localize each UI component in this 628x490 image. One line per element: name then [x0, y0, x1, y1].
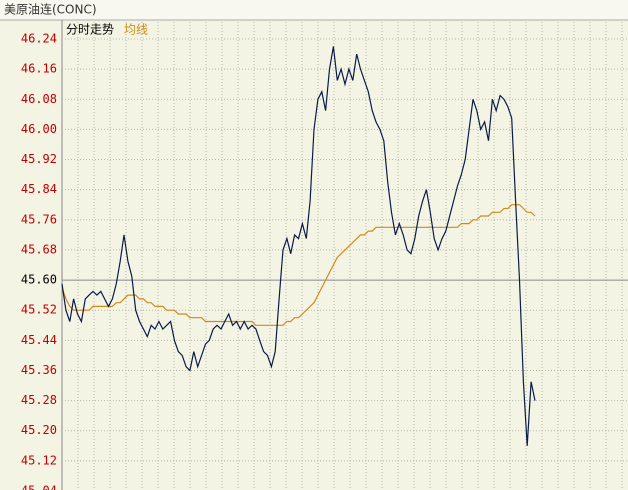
average-line [61, 204, 536, 326]
y-tick-label: 45.68 [21, 242, 57, 256]
y-tick-label: 45.60 [21, 273, 57, 287]
title-bar [0, 0, 628, 20]
y-tick-label: 45.52 [21, 303, 57, 317]
y-tick-label: 45.28 [21, 393, 57, 407]
y-tick-label: 46.00 [21, 122, 57, 136]
price-line [61, 46, 536, 446]
legend-entry: 均线 [124, 23, 148, 37]
y-tick-label: 46.08 [21, 92, 57, 106]
y-tick-label: 45.84 [21, 182, 57, 196]
tab-label: 分时走势 [66, 23, 114, 37]
chart-title: 美原油连(CONC) [4, 2, 97, 17]
y-tick-label: 45.76 [21, 212, 57, 226]
y-tick-label: 45.20 [21, 423, 57, 437]
y-tick-label: 46.24 [21, 32, 57, 46]
y-tick-label: 45.04 [21, 484, 57, 490]
y-tick-label: 45.44 [21, 333, 57, 347]
y-tick-label: 46.16 [21, 62, 57, 76]
y-tick-label: 45.92 [21, 152, 57, 166]
y-tick-label: 45.12 [21, 453, 57, 467]
y-tick-label: 45.36 [21, 363, 57, 377]
